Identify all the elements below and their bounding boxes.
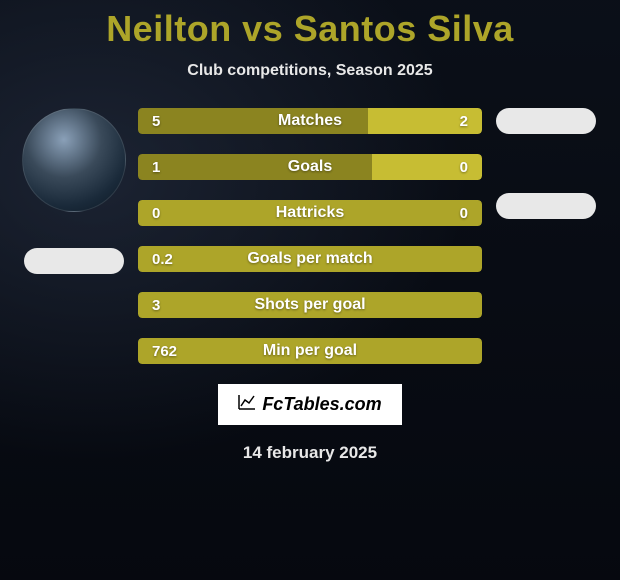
chart-icon (238, 394, 256, 415)
subtitle: Club competitions, Season 2025 (187, 62, 432, 80)
logo-text: FcTables.com (262, 394, 381, 415)
comparison-area: 5Matches21Goals00Hattricks00.2Goals per … (0, 108, 620, 364)
page-title: Neilton vs Santos Silva (106, 8, 514, 50)
stat-label: Goals per match (218, 250, 402, 268)
stat-label: Hattricks (218, 204, 402, 222)
stat-label: Matches (218, 112, 402, 130)
stat-value-left: 0.2 (138, 251, 218, 268)
stat-row: 1Goals0 (138, 154, 482, 180)
stat-value-right: 0 (402, 159, 482, 176)
stat-row: 0.2Goals per match (138, 246, 482, 272)
source-logo: FcTables.com (218, 384, 401, 425)
stat-value-left: 0 (138, 205, 218, 222)
stat-bars: 5Matches21Goals00Hattricks00.2Goals per … (138, 108, 482, 364)
right-player-name-pill-bottom (496, 193, 596, 219)
stat-row: 5Matches2 (138, 108, 482, 134)
stat-value-right: 0 (402, 205, 482, 222)
right-player-col (490, 108, 602, 219)
stat-row: 3Shots per goal (138, 292, 482, 318)
left-player-avatar (22, 108, 126, 212)
stat-row: 0Hattricks0 (138, 200, 482, 226)
left-player-col (18, 108, 130, 274)
stat-row: 762Min per goal (138, 338, 482, 364)
left-player-name-pill (24, 248, 124, 274)
stat-label: Goals (218, 158, 402, 176)
right-player-name-pill-top (496, 108, 596, 134)
stat-value-left: 3 (138, 297, 218, 314)
stat-label: Shots per goal (218, 296, 402, 314)
date-line: 14 february 2025 (243, 443, 377, 463)
stat-value-left: 1 (138, 159, 218, 176)
stat-value-left: 5 (138, 113, 218, 130)
stat-label: Min per goal (218, 342, 402, 360)
stat-value-right: 2 (402, 113, 482, 130)
stat-value-left: 762 (138, 343, 218, 360)
